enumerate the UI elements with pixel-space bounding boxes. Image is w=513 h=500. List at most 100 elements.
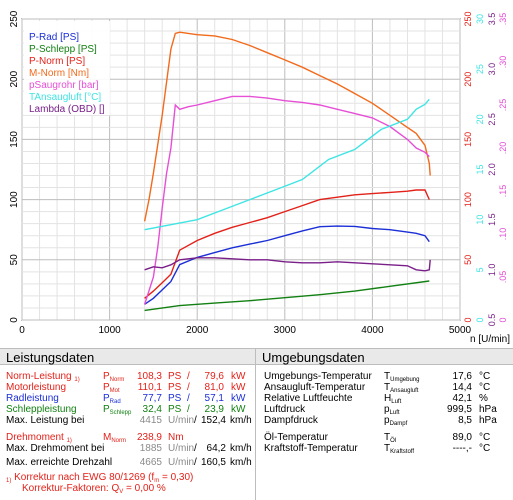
umgebung-value: 17,6 <box>452 371 472 382</box>
max-rpm-unit: U/min <box>168 443 195 454</box>
right-axis-tick: 2.0 <box>487 163 497 176</box>
x-tick-label: 5000 <box>449 325 472 336</box>
drehmoment-symbol: MNorm <box>103 432 127 444</box>
max-speed-unit: km/h <box>230 415 252 426</box>
leistung-unit-kw: kW <box>231 404 246 415</box>
umgebung-header: Umgebungsdaten <box>256 348 513 365</box>
leistung-label: Schleppleistung <box>6 404 77 415</box>
umgebung-unit: °C <box>479 443 491 454</box>
x-tick-label: 3000 <box>274 325 297 336</box>
max-slash: / <box>194 457 197 468</box>
series-schlepp-line <box>144 280 430 312</box>
umgebung-value: ----,- <box>452 443 472 454</box>
leistung-unit-ps: PS <box>168 382 182 393</box>
x-tick-label: 4000 <box>361 325 384 336</box>
umgebung-symbol: pLuft <box>384 404 400 416</box>
x-tick-label: 0 <box>19 325 25 336</box>
umgebung-label: Ansaugluft-Temperatur <box>264 382 366 393</box>
umgebung-symbol: pDampf <box>384 415 408 427</box>
right-axis-tick: 50 <box>463 255 473 265</box>
series-ansaug-line <box>144 98 430 231</box>
leistung-slash: / <box>187 371 190 382</box>
umgebung-symbol: TKraftstoff <box>384 443 415 455</box>
umgebung-unit: hPa <box>479 415 497 426</box>
leistung-slash: / <box>187 404 190 415</box>
right-axis-tick: 1.0 <box>487 264 497 277</box>
umgebung-value: 14,4 <box>452 382 472 393</box>
umgebung-value: 999,5 <box>446 404 472 415</box>
right-axis-tick: 250 <box>463 11 473 26</box>
chart-grid <box>21 18 461 321</box>
max-label: Max. erreichte Drehzahl <box>6 457 113 468</box>
y-tick-label: 0 <box>9 317 20 323</box>
umgebung-unit: hPa <box>479 404 497 415</box>
leistung-value-kw: 23,9 <box>204 404 224 415</box>
legend-item: M-Norm [Nm] <box>29 68 89 79</box>
max-rpm: 4415 <box>139 415 162 426</box>
max-speed-unit: km/h <box>230 443 252 454</box>
leistung-value-kw: 79,6 <box>204 371 224 382</box>
umgebung-symbol: HLuft <box>384 393 402 405</box>
umgebung-symbol: TÖl <box>384 432 397 444</box>
leistung-unit-ps: PS <box>168 371 182 382</box>
max-rpm: 4665 <box>139 457 162 468</box>
umgebung-label: Luftdruck <box>264 404 306 415</box>
legend-item: Lambda (OBD) [] <box>29 104 105 115</box>
leistung-value-kw: 81,0 <box>204 382 224 393</box>
right-axis-tick: 100 <box>463 192 473 207</box>
right-axis-tick: .35 <box>498 13 508 26</box>
max-speed-unit: km/h <box>230 457 252 468</box>
umgebung-value: 42,1 <box>452 393 472 404</box>
umgebung-symbol: TUmgebung <box>384 371 420 383</box>
max-speed: 64,2 <box>206 443 226 454</box>
right-axis-tick: 3.5 <box>487 13 497 26</box>
max-rpm-unit: U/min <box>168 457 195 468</box>
panel-divider <box>255 348 256 500</box>
right-axis-tick: 0 <box>475 317 485 322</box>
umgebung-label: Kraftstoff-Temperatur <box>264 443 358 454</box>
right-axis-tick: 1.5 <box>487 213 497 226</box>
max-slash: / <box>194 443 197 454</box>
korrektur-text: 1) Korrektur nach EWG 80/1269 (fm = 0,30… <box>6 472 194 484</box>
series-rad-line <box>144 225 430 305</box>
leistung-value-ps: 110,1 <box>137 382 162 393</box>
umgebung-label: Öl-Temperatur <box>264 432 328 443</box>
umgebung-symbol: TAnsaugluft <box>384 382 419 394</box>
right-axis-tick: 0.5 <box>487 314 497 327</box>
umgebung-label: Umgebungs-Temperatur <box>264 371 372 382</box>
leistung-symbol: PRad <box>103 393 121 405</box>
right-axis-tick: 200 <box>463 72 473 87</box>
legend-item: TAnsaugluft [°C] <box>29 92 101 103</box>
x-tick-label: 2000 <box>186 325 209 336</box>
leistung-unit-kw: kW <box>231 382 246 393</box>
right-axis-tick: .30 <box>498 56 508 69</box>
right-axis-tick: 30 <box>475 14 485 24</box>
drehmoment-label: Drehmoment 1) <box>6 432 72 444</box>
umgebung-unit: % <box>479 393 488 404</box>
leistung-value-kw: 57,1 <box>204 393 224 404</box>
legend-item: P-Schlepp [PS] <box>29 44 97 55</box>
umgebung-label: Dampfdruck <box>264 415 318 426</box>
leistung-unit-ps: PS <box>168 404 182 415</box>
right-axis-tick: .15 <box>498 185 508 198</box>
umgebung-label: Relative Luftfeuchte <box>264 393 353 404</box>
x-axis-label: n [U/min] <box>470 334 510 345</box>
leistung-label: Motorleistung <box>6 382 67 393</box>
leistung-unit-kw: kW <box>231 371 246 382</box>
drehmoment-unit: Nm <box>168 432 184 443</box>
x-tick-label: 1000 <box>98 325 121 336</box>
max-slash: / <box>194 415 197 426</box>
leistung-unit-kw: kW <box>231 393 246 404</box>
max-label: Max. Drehmoment bei <box>6 443 105 454</box>
right-axis-tick: 10 <box>475 215 485 225</box>
y-tick-label: 250 <box>9 10 20 27</box>
leistung-value-ps: 108,3 <box>136 371 162 382</box>
right-axis-tick: 15 <box>475 164 485 174</box>
max-rpm: 1885 <box>139 443 162 454</box>
umgebung-unit: °C <box>479 432 491 443</box>
umgebung-value: 89,0 <box>452 432 472 443</box>
max-speed: 152,4 <box>200 415 226 426</box>
series-lambda-line <box>144 257 431 272</box>
y-tick-label: 200 <box>9 70 20 87</box>
